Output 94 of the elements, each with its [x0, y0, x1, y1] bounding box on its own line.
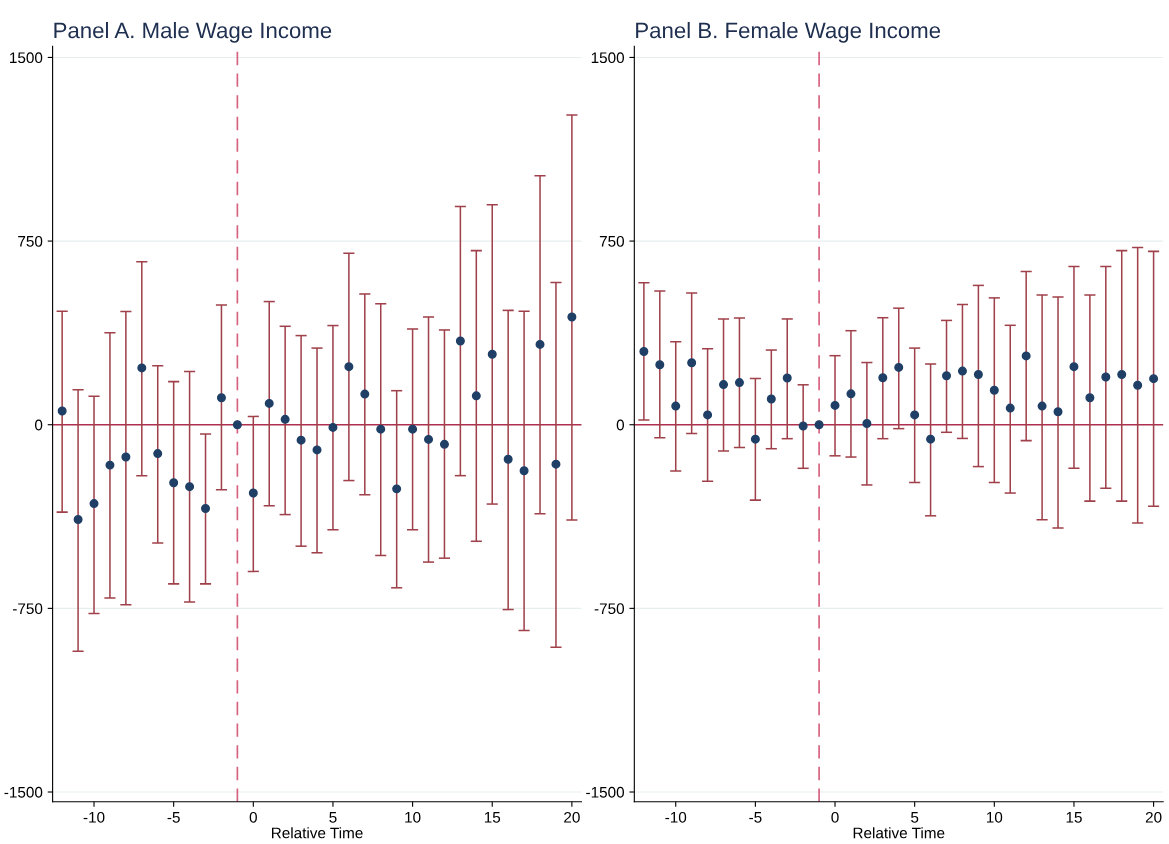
point	[910, 410, 920, 420]
x-tick-label: 20	[1145, 811, 1162, 823]
point	[830, 400, 840, 410]
point	[376, 424, 386, 434]
x-tick-label: -5	[749, 812, 762, 823]
point	[1085, 393, 1095, 403]
point	[264, 398, 274, 408]
point	[894, 362, 904, 372]
x-tick-label: 5	[329, 812, 337, 823]
x-tick-label: 15	[484, 812, 501, 823]
point	[471, 391, 481, 401]
point	[973, 370, 983, 380]
point	[408, 424, 418, 434]
point	[734, 378, 744, 388]
point	[687, 358, 697, 368]
x-axis-title: Relative Time	[853, 827, 945, 839]
x-tick-label: -10	[83, 811, 105, 823]
point	[424, 434, 434, 444]
point	[551, 459, 561, 469]
point	[73, 514, 83, 524]
y-tick-label: -1500	[586, 786, 625, 798]
point	[942, 371, 952, 381]
point	[328, 422, 338, 432]
point	[766, 394, 776, 404]
point	[105, 460, 115, 470]
point	[671, 401, 681, 411]
point	[312, 445, 322, 455]
point	[439, 439, 449, 449]
x-tick-label: 10	[986, 811, 1003, 823]
point	[137, 363, 147, 373]
x-tick-label: 10	[405, 811, 421, 823]
y-tick-label: 0	[34, 419, 43, 431]
y-tick-label: 750	[18, 235, 43, 247]
point	[455, 336, 465, 346]
x-tick-label: 15	[1066, 812, 1082, 823]
point	[232, 420, 242, 430]
point	[1069, 362, 1079, 372]
point	[926, 434, 936, 444]
point	[567, 312, 577, 322]
point	[655, 360, 665, 370]
point	[1037, 401, 1047, 411]
point	[862, 418, 872, 428]
point	[89, 499, 99, 509]
point	[782, 373, 792, 383]
y-tick-label: 1500	[10, 52, 43, 64]
point	[1133, 380, 1143, 390]
point	[201, 503, 211, 513]
point	[185, 482, 195, 492]
point	[360, 389, 370, 399]
point	[957, 366, 967, 376]
point	[519, 466, 529, 476]
point	[798, 421, 808, 431]
point	[280, 414, 290, 424]
x-tick-label: -5	[167, 812, 180, 823]
point	[1101, 372, 1111, 382]
point	[639, 347, 649, 357]
x-tick-label: 0	[831, 811, 839, 823]
point	[169, 478, 179, 488]
point	[296, 435, 306, 445]
y-tick-label: 0	[616, 419, 624, 431]
x-tick-label: 0	[249, 811, 257, 823]
point	[153, 449, 163, 459]
point	[503, 454, 513, 464]
point	[216, 393, 226, 403]
chart-title: Panel A. Male Wage Income	[54, 21, 332, 43]
point	[1117, 370, 1127, 380]
point	[846, 389, 856, 399]
point	[1149, 374, 1159, 384]
point	[344, 362, 354, 372]
y-tick-label: 1500	[591, 52, 625, 64]
point	[1005, 403, 1015, 413]
point	[878, 373, 888, 383]
point	[487, 349, 497, 359]
x-tick-label: 5	[911, 812, 919, 823]
point	[535, 339, 545, 349]
x-tick-label: 20	[564, 811, 580, 823]
point	[121, 452, 131, 462]
y-tick-label: -750	[12, 603, 43, 615]
point	[248, 488, 258, 498]
chart-title: Panel B. Female Wage Income	[636, 21, 941, 43]
y-tick-label: -750	[594, 603, 625, 615]
point	[57, 406, 67, 416]
x-axis-title: Relative Time	[272, 827, 363, 839]
point	[989, 385, 999, 395]
point	[1021, 351, 1031, 361]
point	[1053, 407, 1063, 417]
point	[814, 420, 824, 430]
y-tick-label: 750	[599, 235, 624, 247]
point	[703, 410, 713, 420]
y-tick-label: -1500	[4, 786, 43, 798]
point	[392, 484, 402, 494]
x-tick-label: -10	[665, 811, 687, 823]
point	[719, 380, 729, 390]
point	[750, 434, 760, 444]
